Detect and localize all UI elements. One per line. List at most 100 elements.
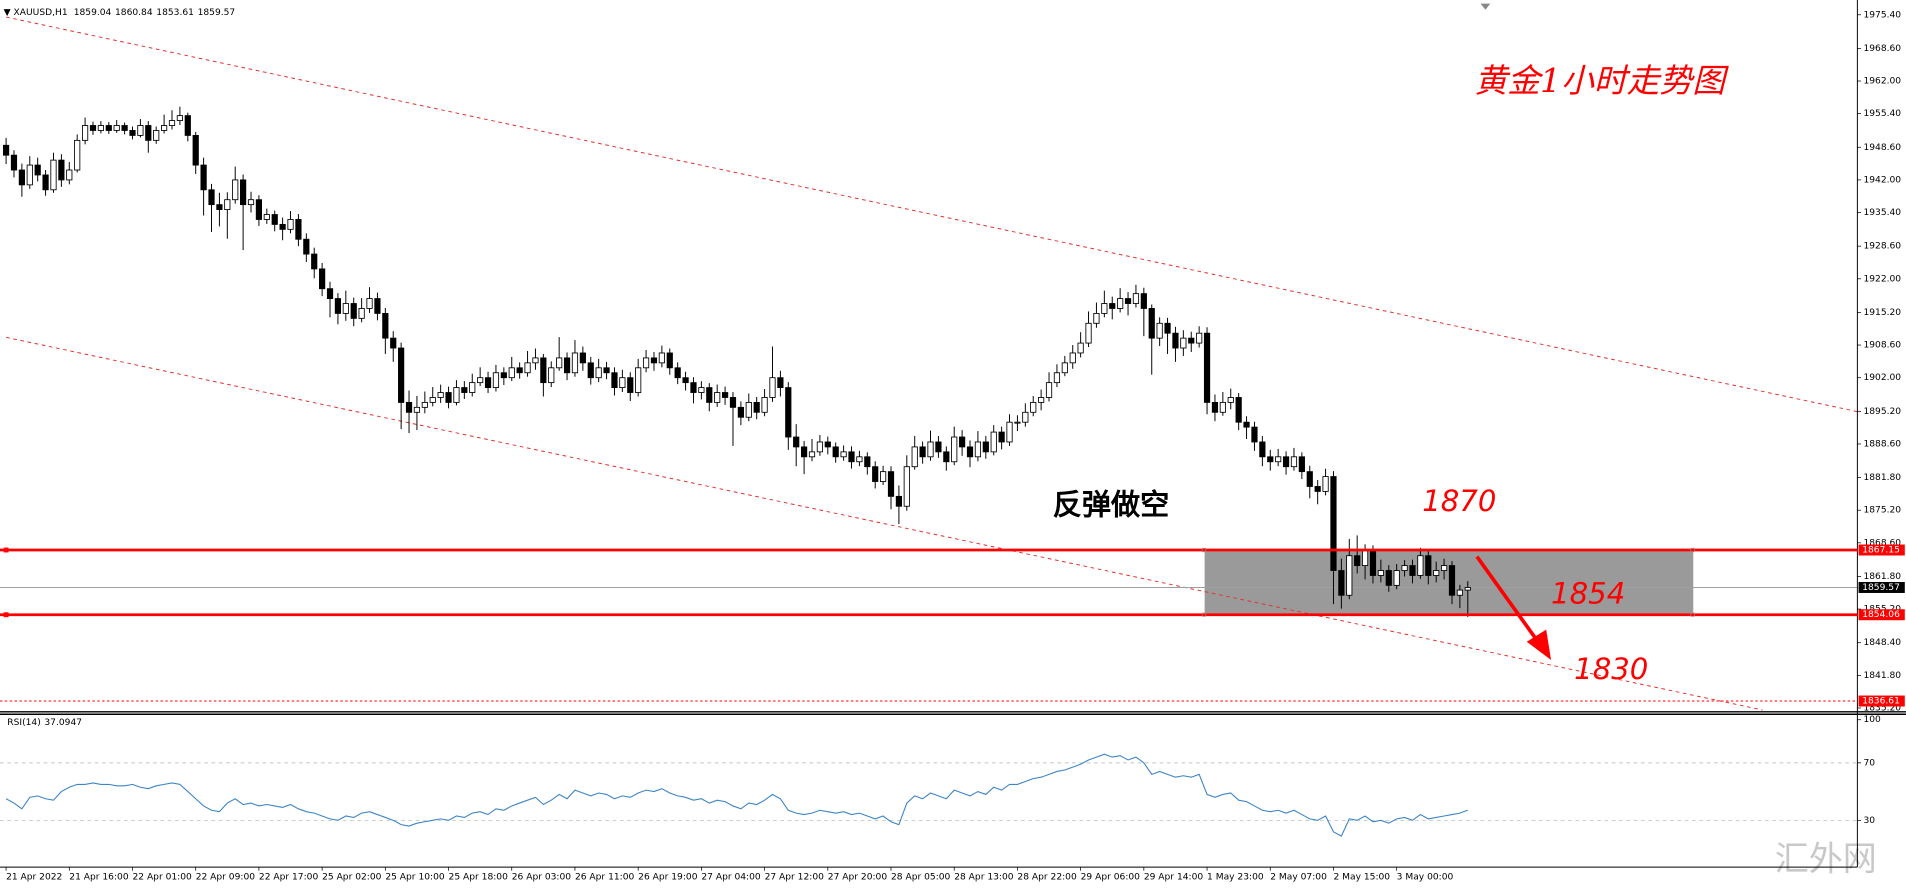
candle-body	[721, 392, 729, 398]
candle-body	[777, 377, 784, 389]
candle-body	[737, 406, 744, 418]
y-tick-label: 1902.00	[1863, 373, 1901, 383]
candle-body	[1385, 570, 1392, 586]
y-tick-label: 1935.40	[1863, 208, 1901, 218]
candle-body	[89, 125, 97, 131]
candle-body	[919, 446, 926, 458]
candle-body	[469, 382, 476, 393]
candle-body	[303, 238, 310, 255]
range-handle	[1201, 612, 1207, 617]
candle-body	[263, 214, 270, 220]
candle-body	[848, 451, 855, 463]
candle-body	[832, 446, 839, 458]
level-label-bg	[1858, 582, 1905, 593]
low: 1853.61	[156, 8, 194, 18]
rsi-tick-label: 70	[1863, 758, 1875, 768]
candle-body	[516, 367, 523, 374]
x-tick-label: 27 Apr 20:00	[828, 872, 888, 882]
candle-body	[603, 367, 610, 374]
level-handle	[3, 547, 9, 553]
candle-body	[611, 372, 618, 389]
y-tick-label: 1888.60	[1863, 439, 1901, 449]
candle-body	[484, 377, 492, 389]
symbol: XAUUSD,H1	[14, 8, 68, 18]
candle-body	[2, 144, 10, 156]
candle-body	[58, 159, 65, 181]
plot-layer	[2, 106, 1471, 837]
x-tick-label: 28 Apr 13:00	[954, 872, 1014, 882]
candle-body	[445, 392, 452, 403]
candle-body	[745, 401, 752, 418]
y-tick-label: 1948.60	[1863, 143, 1901, 153]
x-tick-label: 25 Apr 18:00	[449, 872, 509, 882]
candle-body	[1267, 456, 1274, 463]
x-tick-label: 22 Apr 17:00	[259, 872, 319, 882]
candle-body	[66, 169, 73, 181]
candle-body	[714, 392, 721, 403]
candle-body	[880, 471, 887, 482]
candle-body	[951, 436, 958, 463]
candle-body	[1448, 565, 1456, 596]
candle-body	[706, 387, 713, 403]
y-tick-label: 1975.40	[1863, 10, 1901, 20]
candle-body	[105, 125, 112, 131]
candle-body	[453, 387, 460, 403]
candle-body	[990, 431, 997, 453]
candle-body	[398, 347, 405, 403]
y-tick-label: 1875.20	[1863, 506, 1901, 516]
candle-body	[81, 125, 89, 141]
candle-body	[42, 174, 49, 191]
candle-body	[1203, 332, 1211, 403]
x-tick-label: 26 Apr 19:00	[638, 872, 698, 882]
candle-body	[595, 367, 602, 379]
candle-body	[927, 441, 934, 458]
candle-body	[548, 367, 555, 384]
candle-body	[350, 303, 357, 319]
channel-upper	[5, 16, 1858, 413]
annotation-strategy: 反弹做空	[1053, 488, 1170, 522]
y-tick-label: 1928.60	[1863, 242, 1901, 252]
candle-body	[793, 436, 800, 448]
candle-body	[1188, 337, 1195, 344]
candle-body	[1314, 486, 1321, 492]
candle-body	[824, 441, 831, 448]
candle-body	[271, 214, 278, 225]
candle-body	[216, 204, 223, 211]
arrow-head	[1526, 629, 1552, 661]
candle-body	[295, 219, 302, 240]
x-tick-label: 27 Apr 04:00	[701, 872, 761, 882]
candle-body	[240, 179, 247, 206]
candle-body	[1361, 550, 1369, 567]
candle-body	[161, 125, 168, 131]
candle-body	[311, 253, 318, 270]
candle-body	[34, 164, 41, 176]
level-label-bg	[1858, 544, 1905, 556]
candle-body	[1124, 298, 1132, 304]
candle-body	[366, 298, 373, 309]
candle-body	[176, 115, 184, 121]
x-tick-label: 2 May 07:00	[1270, 872, 1327, 882]
candle-body	[319, 268, 326, 290]
candle-body	[247, 199, 255, 206]
candle-body	[966, 446, 974, 458]
candle-body	[587, 362, 594, 379]
candle-body	[1282, 456, 1290, 468]
candle-body	[1401, 565, 1408, 571]
y-tick-label: 1968.60	[1863, 44, 1901, 54]
candle-body	[872, 466, 879, 482]
candle-body	[287, 219, 294, 230]
candle-body	[1038, 397, 1045, 403]
candle-body	[1354, 555, 1361, 567]
candle-body	[1393, 570, 1400, 586]
candle-body	[1117, 298, 1124, 309]
y-tick-label: 1861.80	[1863, 572, 1901, 582]
candle-body	[184, 115, 191, 136]
candle-body	[334, 298, 342, 314]
candle-body	[137, 125, 144, 136]
candle-body	[1243, 421, 1250, 428]
close: 1859.57	[198, 8, 236, 18]
y-tick-label: 1868.60	[1863, 538, 1901, 548]
candle-body	[1235, 397, 1242, 423]
